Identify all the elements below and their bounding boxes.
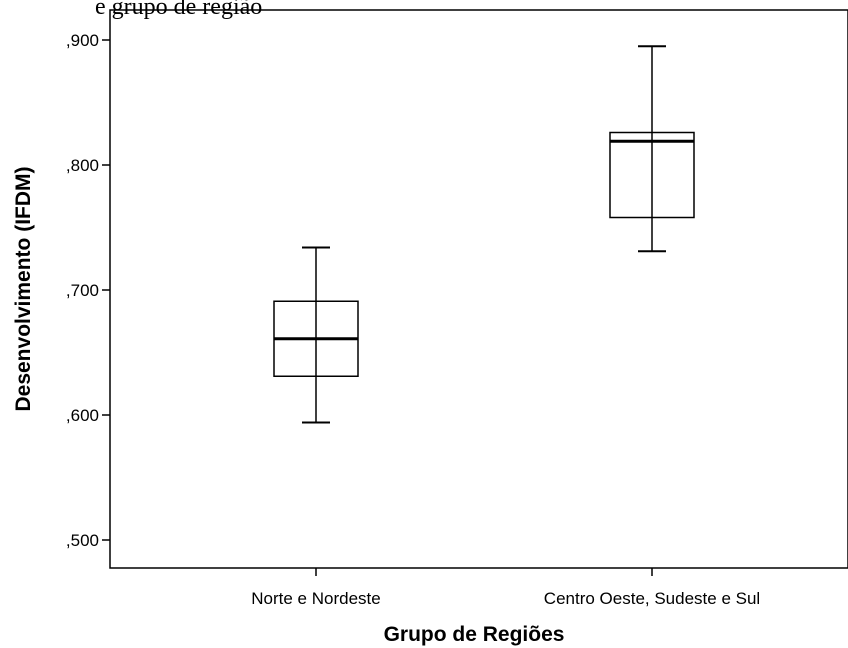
boxes — [274, 46, 694, 422]
box-group — [610, 46, 694, 251]
y-axis-title: Desenvolvimento (IFDM) — [12, 166, 35, 411]
x-tick-label: Centro Oeste, Sudeste e Sul — [544, 589, 760, 608]
y-tick-label: ,500 — [66, 531, 99, 550]
x-axis-title: Grupo de Regiões — [384, 623, 565, 646]
y-tick-label: ,800 — [66, 156, 99, 175]
plot-frame — [110, 10, 848, 568]
x-axis-ticks: Norte e Nordeste Centro Oeste, Sudeste e … — [251, 568, 760, 608]
y-tick-label: ,900 — [66, 31, 99, 50]
y-axis-ticks: ,500 ,600 ,700 ,800 ,900 — [66, 31, 110, 550]
x-tick-label: Norte e Nordeste — [251, 589, 380, 608]
y-tick-label: ,600 — [66, 406, 99, 425]
y-tick-label: ,700 — [66, 281, 99, 300]
box-group — [274, 248, 358, 423]
